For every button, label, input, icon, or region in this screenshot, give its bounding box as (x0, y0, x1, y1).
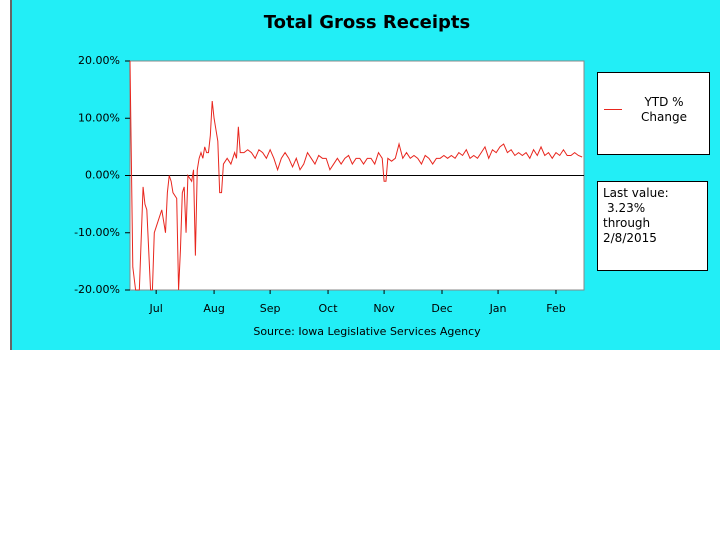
legend: YTD % Change (597, 72, 710, 155)
annotation: 3.23% (607, 201, 646, 215)
x-tick-label: Dec (431, 302, 452, 315)
y-tick-label: -20.00% (74, 283, 120, 296)
x-tick-label: Jul (149, 302, 163, 315)
y-tick-label: 10.00% (78, 111, 120, 124)
y-tick-label: 20.00% (78, 54, 120, 67)
x-tick-label: Oct (319, 302, 339, 315)
last-value-box: Last value: 3.23% through 2/8/2015 (597, 181, 708, 271)
annotation: through (603, 216, 651, 230)
chart: Total Gross Receipts Source: Iowa Legisl… (74, 12, 585, 338)
x-tick-label: Nov (373, 302, 395, 315)
chart-title: Total Gross Receipts (264, 12, 470, 33)
source-note: Source: Iowa Legislative Services Agency (253, 325, 481, 338)
y-tick-label: -10.00% (74, 226, 120, 239)
y-tick-label: 0.00% (85, 169, 120, 182)
x-tick-label: Aug (203, 302, 224, 315)
x-tick-label: Jan (489, 302, 507, 315)
annotation: Last value: (603, 186, 669, 200)
legend-swatch (604, 109, 622, 110)
x-tick-label: Sep (260, 302, 281, 315)
x-tick-label: Feb (546, 302, 565, 315)
data-line (129, 60, 583, 291)
legend-label: YTD % Change (641, 95, 687, 124)
annotation: 2/8/2015 (603, 231, 657, 245)
